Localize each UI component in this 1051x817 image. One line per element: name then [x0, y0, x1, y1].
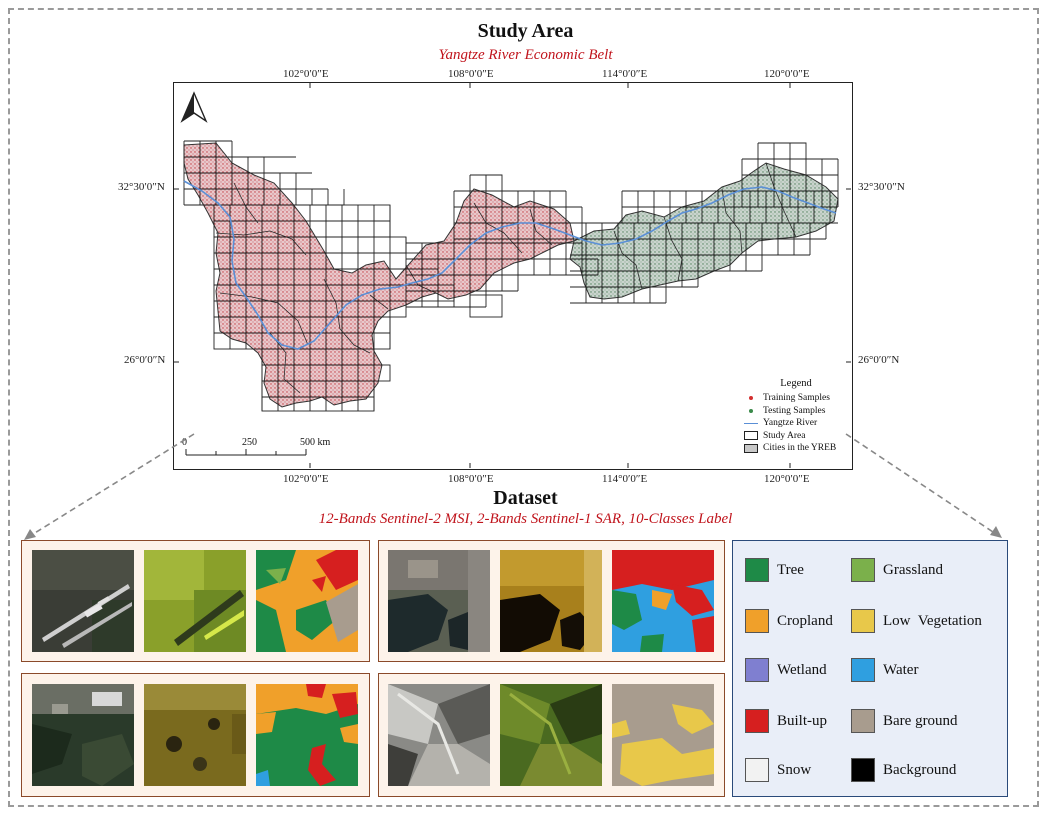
- green-dot-icon: [749, 408, 753, 413]
- class-item-wetland: Wetland: [745, 658, 827, 682]
- class-legend: Tree Grassland Cropland Low Vegetation W…: [732, 540, 1008, 797]
- left-tick-label: 32°30′0″N: [118, 181, 165, 193]
- low-vegetation-swatch-icon: [851, 609, 875, 633]
- white-rect-icon: [744, 431, 758, 441]
- class-item-water: Water: [851, 658, 918, 682]
- msi-false-color-tile: [144, 684, 246, 786]
- legend-item-cities: Cities in the YREB: [742, 442, 850, 455]
- class-item-grassland: Grassland: [851, 558, 943, 582]
- class-item-background: Background: [851, 758, 956, 782]
- bottom-tick-label: 102°0′0″E: [283, 473, 329, 485]
- top-tick-label: 114°0′0″E: [602, 68, 648, 80]
- label-map-tile: [612, 550, 714, 652]
- tree-swatch-icon: [745, 558, 769, 582]
- class-item-cropland: Cropland: [745, 609, 833, 633]
- snow-swatch-icon: [745, 758, 769, 782]
- class-label: Cropland: [777, 612, 833, 629]
- grassland-swatch-icon: [851, 558, 875, 582]
- dataset-title: Dataset: [493, 487, 558, 509]
- legend-title: Legend: [780, 378, 812, 389]
- north-arrow-icon: [180, 91, 208, 123]
- msi-rgb-tile: [32, 684, 134, 786]
- outer-frame: [8, 8, 1039, 807]
- sample-panel-city-lake: [378, 540, 725, 662]
- study-area-map: [173, 82, 853, 470]
- bottom-tick-label: 114°0′0″E: [602, 473, 648, 485]
- sample-panel-airport: [21, 540, 370, 662]
- legend-item-label: Cities in the YREB: [763, 443, 837, 454]
- legend-item-label: Study Area: [763, 430, 806, 441]
- class-item-built-up: Built-up: [745, 709, 827, 733]
- red-dot-icon: [749, 396, 753, 401]
- right-tick-label: 32°30′0″N: [858, 181, 905, 193]
- class-label: Snow: [777, 761, 812, 778]
- msi-false-color-tile: [500, 550, 602, 652]
- dataset-subtitle: 12-Bands Sentinel-2 MSI, 2-Bands Sentine…: [318, 511, 733, 527]
- top-tick-label: 108°0′0″E: [448, 68, 494, 80]
- scale-label: 250: [242, 437, 257, 448]
- water-swatch-icon: [851, 658, 875, 682]
- scale-label: 500 km: [300, 437, 331, 448]
- tile-grid: [183, 140, 839, 412]
- river-line-icon: [744, 422, 758, 424]
- background-swatch-icon: [851, 758, 875, 782]
- legend-item-study-area: Study Area: [742, 430, 850, 443]
- bottom-tick-label: 108°0′0″E: [448, 473, 494, 485]
- top-tick-label: 120°0′0″E: [764, 68, 810, 80]
- cropland-swatch-icon: [745, 609, 769, 633]
- legend-item-label: Yangtze River: [763, 418, 818, 429]
- msi-rgb-tile: [388, 550, 490, 652]
- class-label: Tree: [777, 561, 804, 578]
- class-item-low-vegetation: Low Vegetation: [851, 609, 982, 633]
- map-legend: Legend Training Samples Testing Samples …: [742, 378, 850, 466]
- top-tick-label: 102°0′0″E: [283, 68, 329, 80]
- right-tick-label: 26°0′0″N: [858, 354, 900, 366]
- msi-false-color-tile: [144, 550, 246, 652]
- class-item-tree: Tree: [745, 558, 804, 582]
- study-area-title: Study Area: [477, 20, 574, 42]
- label-map-tile: [256, 684, 358, 786]
- scale-label: 0: [182, 437, 187, 448]
- legend-item-river: Yangtze River: [742, 417, 850, 430]
- left-tick-label: 26°0′0″N: [124, 354, 166, 366]
- east-region: [569, 162, 839, 300]
- label-map-tile: [612, 684, 714, 786]
- class-label: Grassland: [883, 561, 943, 578]
- class-label: Water: [883, 661, 919, 678]
- class-label: Built-up: [777, 712, 828, 729]
- legend-item-training: Training Samples: [742, 392, 850, 405]
- wetland-swatch-icon: [745, 658, 769, 682]
- sample-panel-mountain: [378, 673, 725, 797]
- label-map-tile: [256, 550, 358, 652]
- sample-panel-forest: [21, 673, 370, 797]
- class-label: Bare ground: [883, 712, 958, 729]
- msi-rgb-tile: [388, 684, 490, 786]
- legend-item-testing: Testing Samples: [742, 405, 850, 418]
- class-label: Low Vegetation: [883, 612, 982, 629]
- class-label: Background: [883, 761, 957, 778]
- msi-false-color-tile: [500, 684, 602, 786]
- bottom-tick-label: 120°0′0″E: [764, 473, 810, 485]
- class-item-bare-ground: Bare ground: [851, 709, 958, 733]
- legend-item-label: Training Samples: [763, 393, 830, 404]
- built-up-swatch-icon: [745, 709, 769, 733]
- class-label: Wetland: [777, 661, 827, 678]
- class-item-snow: Snow: [745, 758, 811, 782]
- yangtze-river: [183, 180, 837, 350]
- map-canvas: [174, 83, 851, 468]
- study-area-subtitle: Yangtze River Economic Belt: [438, 47, 613, 63]
- gray-rect-icon: [744, 443, 758, 453]
- legend-item-label: Testing Samples: [763, 405, 826, 416]
- msi-rgb-tile: [32, 550, 134, 652]
- scale-bar: [185, 449, 307, 456]
- bare-ground-swatch-icon: [851, 709, 875, 733]
